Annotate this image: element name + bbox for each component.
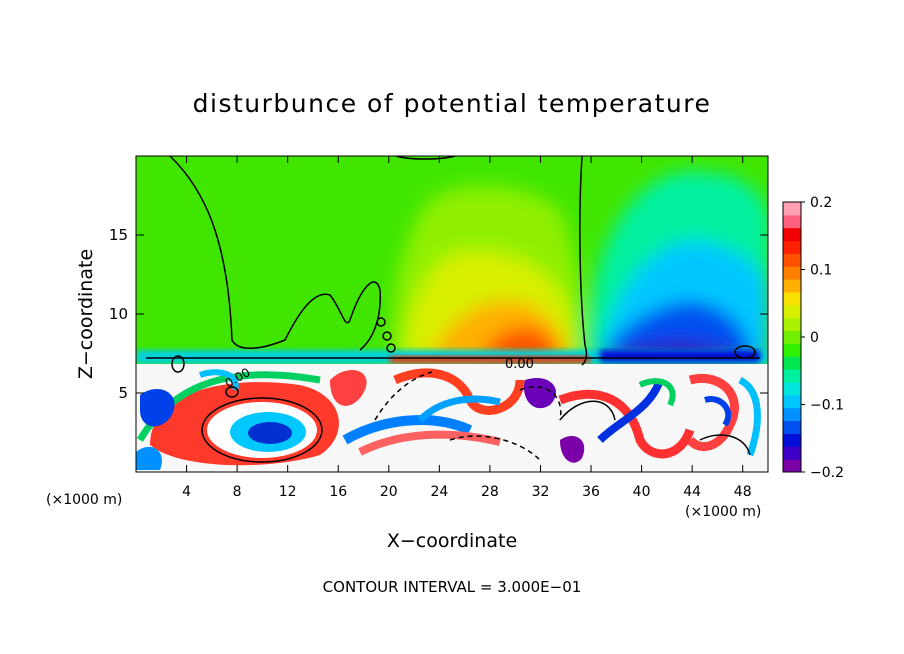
x-tick-label: 8 xyxy=(233,484,242,500)
x-unit-label-right: (×1000 m) xyxy=(685,504,761,520)
contour-label-center: 0.00 xyxy=(505,357,534,372)
zero-contour-right xyxy=(579,156,588,366)
y-tick-label: 15 xyxy=(109,226,128,244)
colorbar-swatch xyxy=(783,407,801,422)
contour-loop-4 xyxy=(201,397,323,463)
bl-streak-12 xyxy=(199,369,239,391)
x-tick-label: 48 xyxy=(734,484,752,500)
plot-area: 0.00 0.00 xyxy=(136,156,768,472)
bl-streak-7 xyxy=(597,378,664,443)
y-tick-label: 5 xyxy=(118,384,128,402)
colorbar-swatch xyxy=(783,343,801,357)
colorbar-swatch xyxy=(783,202,801,216)
bl-blue-left-2 xyxy=(136,446,162,470)
x-tick-label: 24 xyxy=(430,484,448,500)
dashed-contour-2 xyxy=(449,435,541,461)
colorbar-swatch xyxy=(783,214,801,229)
x-tick-label: 36 xyxy=(582,484,600,500)
colorbar-swatch xyxy=(783,227,801,242)
x-tick-label: 20 xyxy=(380,484,398,500)
bl-streak-3 xyxy=(358,430,501,456)
dashed-contour-3 xyxy=(519,386,562,421)
x-unit-label-left: (×1000 m) xyxy=(46,492,122,508)
inversion-band-blue xyxy=(600,350,760,362)
x-tick-label: 32 xyxy=(532,484,550,500)
colorbar-tick-label: −0.2 xyxy=(810,465,844,481)
contour-bl-2 xyxy=(699,434,751,456)
cold-anomaly-inner xyxy=(600,300,752,360)
zero-contour-left xyxy=(169,156,381,351)
colorbar-swatch xyxy=(783,253,801,267)
dashed-contour-1 xyxy=(374,371,433,421)
x-tick-label: 40 xyxy=(633,484,651,500)
bl-streak-1 xyxy=(330,369,367,406)
bl-streak-11 xyxy=(638,378,676,407)
contour-loop-3 xyxy=(386,343,396,353)
contour-bl-1 xyxy=(559,400,616,421)
zero-contour-top xyxy=(395,156,456,160)
boundary-layer xyxy=(136,364,768,472)
colorbar-swatch xyxy=(783,317,801,332)
contour-loop-5 xyxy=(225,386,239,398)
colorbar-swatch xyxy=(783,330,801,344)
inversion-band-red xyxy=(390,356,590,363)
y-tick-label: 10 xyxy=(109,305,128,323)
chart-title: disturbunce of potential temperature xyxy=(193,89,712,118)
colorbar-swatch xyxy=(783,420,801,434)
x-tick-label: 16 xyxy=(329,484,347,500)
colorbar xyxy=(783,202,801,473)
contour-loop-7 xyxy=(171,355,185,373)
contour-loop-6 xyxy=(734,345,756,359)
colorbar-swatch xyxy=(783,266,801,280)
bl-streak-5 xyxy=(417,395,501,423)
upper-field xyxy=(391,171,768,360)
colorbar-swatch xyxy=(783,240,801,254)
colorbar-swatch xyxy=(783,394,801,409)
inversion-band xyxy=(136,350,768,364)
bl-purple-1 xyxy=(524,378,556,409)
bl-streak-10 xyxy=(738,376,761,457)
colorbar-tick-label: 0.2 xyxy=(810,195,832,211)
colorbar-swatch xyxy=(783,279,801,293)
bl-streak-9 xyxy=(704,396,732,427)
colorbar-swatch xyxy=(783,369,801,383)
x-tick-label: 4 xyxy=(182,484,191,500)
colorbar-tick-label: −0.1 xyxy=(810,398,844,414)
bl-streak-2 xyxy=(342,415,473,445)
colorbar-swatch xyxy=(783,356,801,370)
bl-purple-2 xyxy=(560,436,585,463)
y-axis-label: Z−coordinate xyxy=(75,249,97,379)
contour-loop-2 xyxy=(382,331,392,341)
x-ticks: 4 8 12 16 20 24 28 32 36 40 44 48 xyxy=(182,156,752,500)
x-tick-label: 12 xyxy=(279,484,297,500)
bl-blue-left xyxy=(140,388,175,427)
colorbar-swatch xyxy=(783,433,801,447)
colorbar-swatch xyxy=(783,446,801,460)
x-axis-label: X−coordinate xyxy=(387,530,517,552)
colorbar-swatch xyxy=(783,304,801,319)
colorbar-swatch xyxy=(783,459,801,473)
bl-streak-6 xyxy=(558,389,695,459)
colorbar-swatch xyxy=(783,292,801,306)
bl-streak-8 xyxy=(686,374,739,452)
contour-lines xyxy=(146,156,760,463)
bl-eddy-large-blue xyxy=(248,422,292,444)
colorbar-tick-label: 0 xyxy=(810,330,819,346)
colorbar-ticks: 0.2 0.1 0 −0.1 −0.2 xyxy=(801,195,844,481)
contour-interval-footer: CONTOUR INTERVAL = 3.000E−01 xyxy=(323,578,582,596)
colorbar-tick-label: 0.1 xyxy=(810,263,832,279)
y-ticks: 5 10 15 xyxy=(109,226,768,402)
contour-loop-1 xyxy=(376,317,386,327)
x-tick-label: 44 xyxy=(683,484,701,500)
colorbar-swatch xyxy=(783,382,801,396)
x-tick-label: 28 xyxy=(481,484,499,500)
